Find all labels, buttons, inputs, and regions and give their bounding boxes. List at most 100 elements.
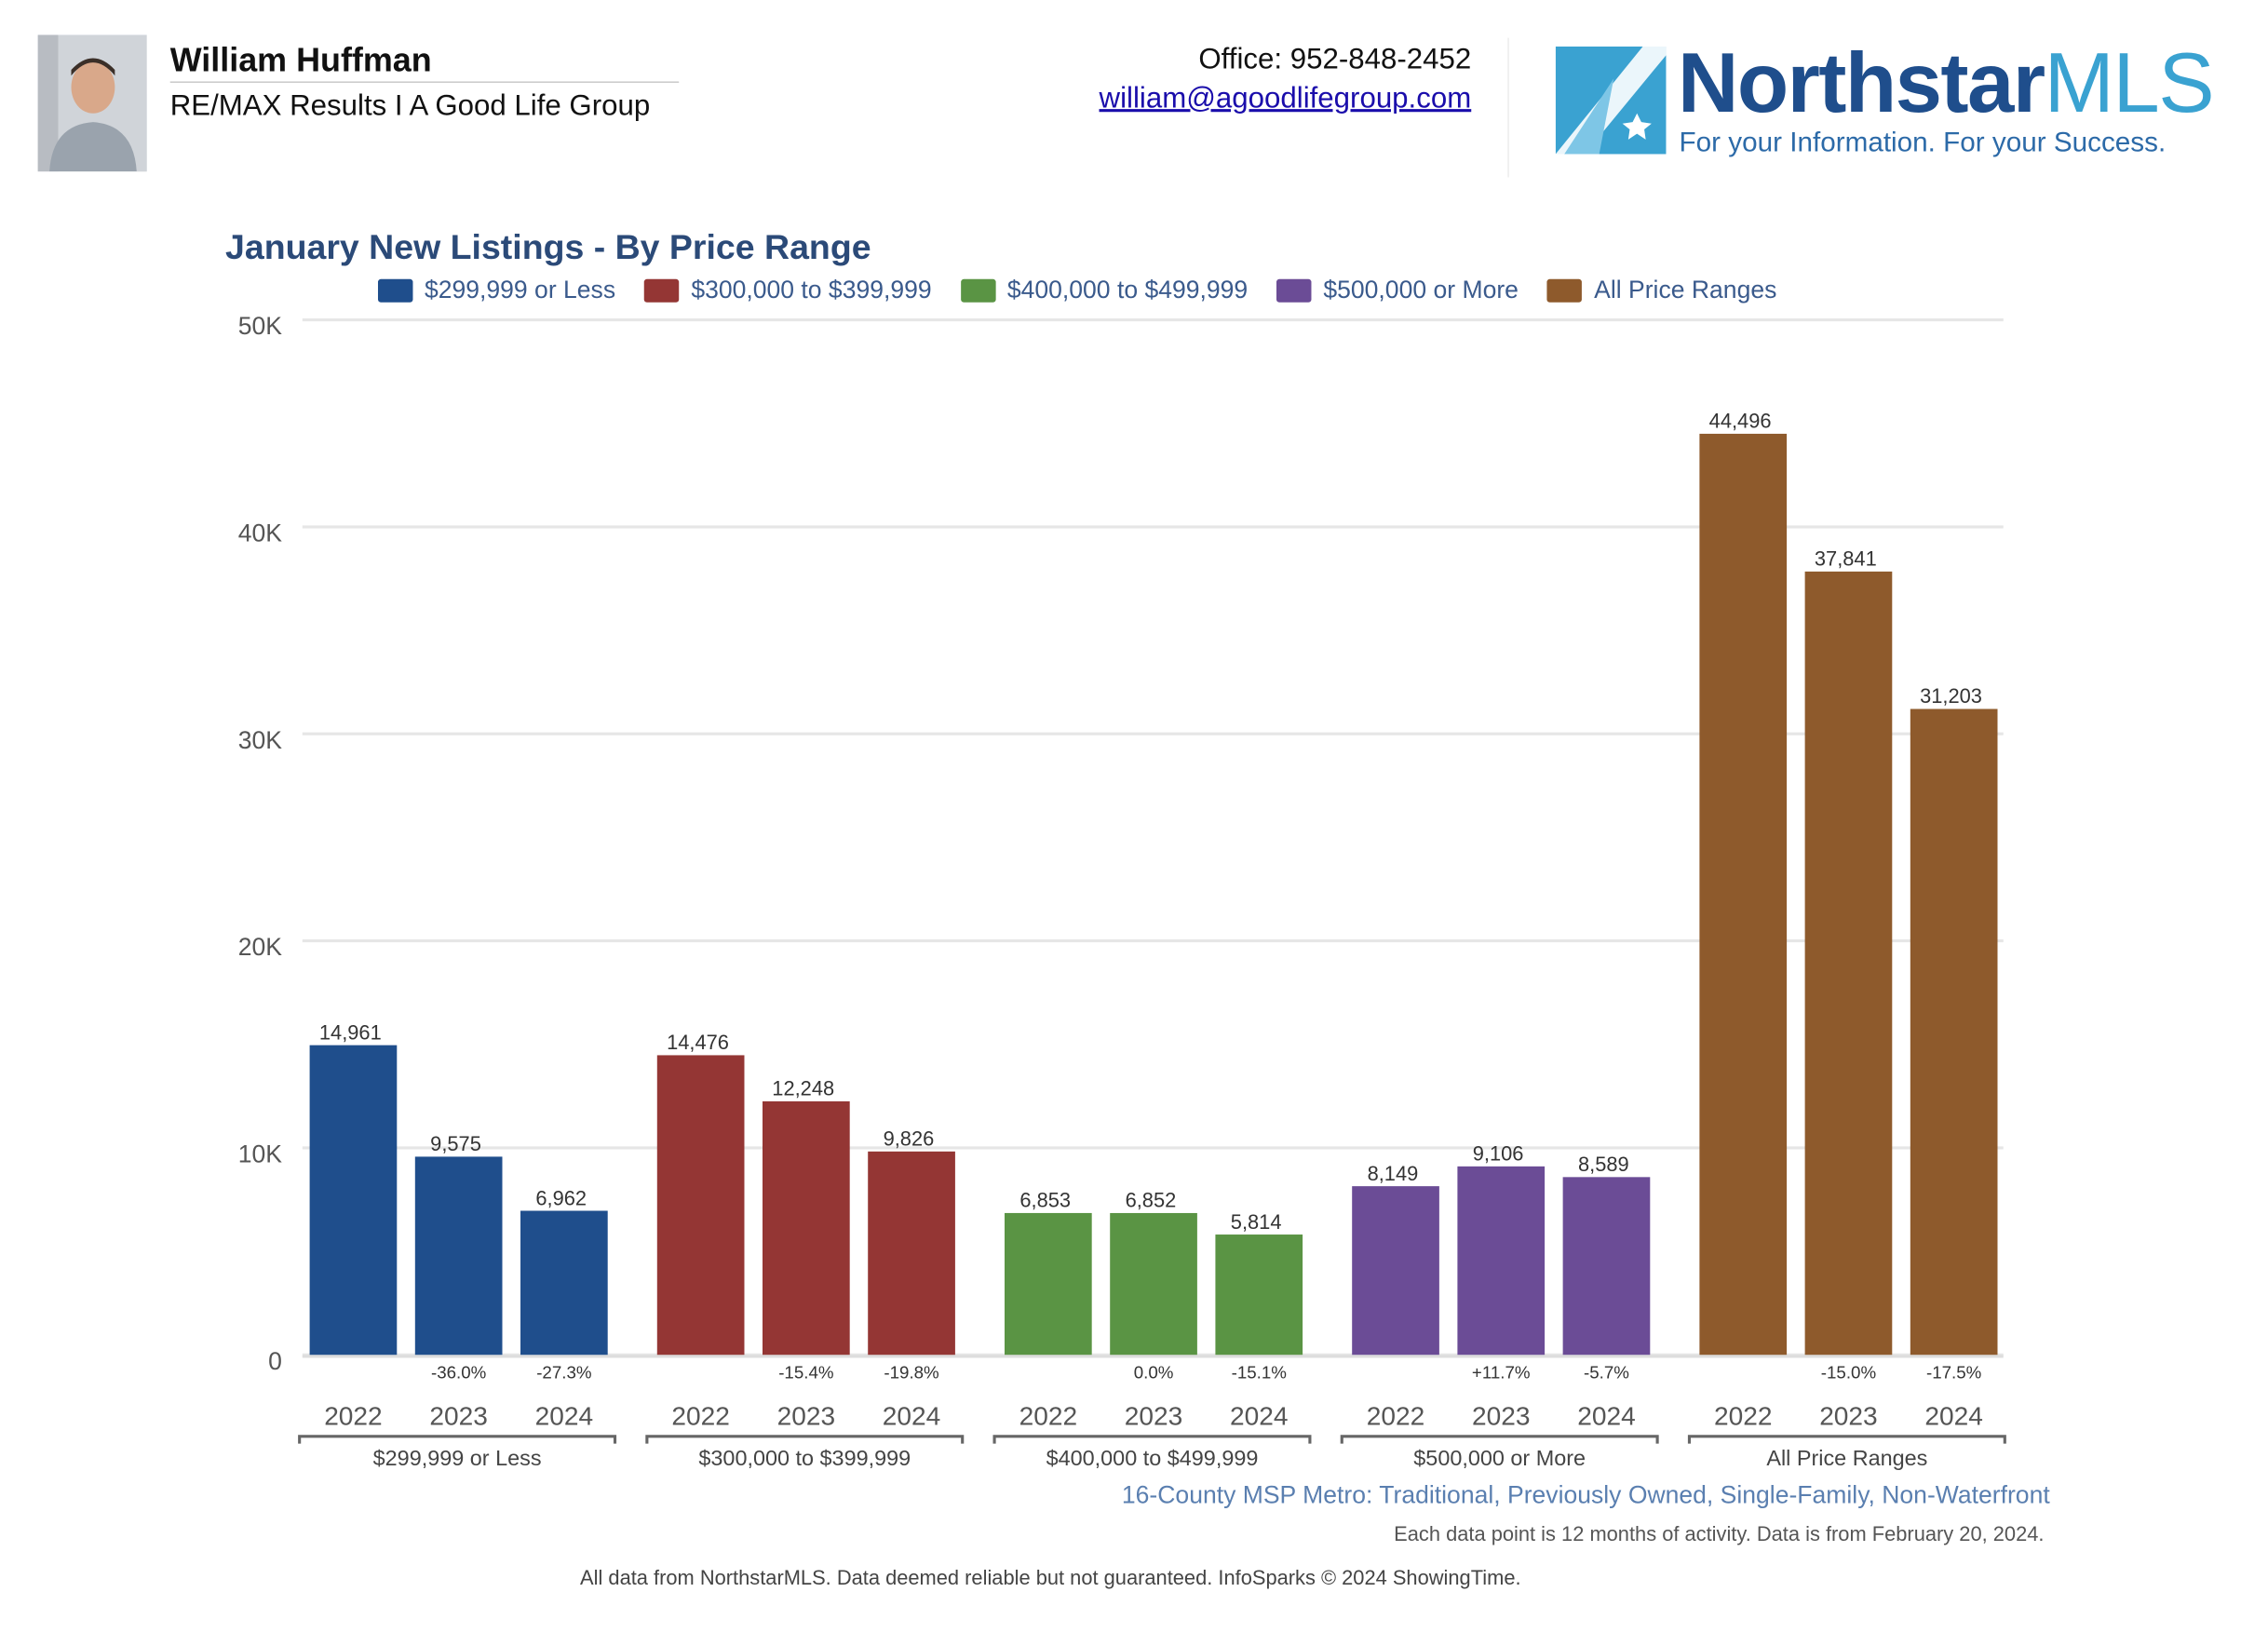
chart-legend: $299,999 or Less $300,000 to $399,999 $400… <box>377 276 1776 305</box>
legend-item: All Price Ranges <box>1547 277 1776 305</box>
legend-item: $300,000 to $399,999 <box>644 276 932 305</box>
legend-item: $299,999 or Less <box>377 276 616 305</box>
x-tick-label: 2024 <box>1577 1401 1636 1430</box>
group-label: All Price Ranges <box>1766 1446 1927 1470</box>
x-tick-label: 2023 <box>429 1401 488 1430</box>
bar <box>1699 433 1788 1356</box>
change-label: -15.0% <box>1821 1362 1876 1382</box>
group-bracket <box>1687 1435 2006 1444</box>
bar <box>1110 1212 1197 1356</box>
change-label: -17.5% <box>1926 1362 1981 1382</box>
data-label: 8,589 <box>1578 1153 1629 1176</box>
data-label: 9,826 <box>884 1127 935 1151</box>
data-label: 6,853 <box>1019 1189 1071 1212</box>
legend-label: $300,000 to $399,999 <box>691 276 932 304</box>
email-link[interactable]: william@agoodlifegroup.com <box>1099 83 1472 115</box>
data-label: 9,575 <box>430 1132 481 1155</box>
change-label: -15.4% <box>778 1362 833 1382</box>
bar <box>1215 1234 1303 1356</box>
logo-tagline: For your Information. For your Success. <box>1679 128 2167 159</box>
bar <box>763 1100 850 1356</box>
bar <box>1910 708 1998 1356</box>
change-label: -36.0% <box>431 1362 486 1382</box>
x-tick-label: 2024 <box>1924 1401 1983 1430</box>
change-label: -15.1% <box>1232 1362 1287 1382</box>
change-label: 0.0% <box>1134 1362 1174 1382</box>
x-tick-label: 2022 <box>1019 1401 1078 1430</box>
legend-label: $500,000 or More <box>1323 276 1519 304</box>
agent-name: William Huffman <box>169 40 432 79</box>
data-label: 6,962 <box>535 1186 587 1209</box>
x-tick-label: 2022 <box>1714 1401 1773 1430</box>
bar <box>868 1151 955 1356</box>
x-tick-label: 2023 <box>777 1401 836 1430</box>
legend-label: $299,999 or Less <box>424 276 616 304</box>
group-label: $300,000 to $399,999 <box>698 1446 911 1470</box>
x-tick-label: 2023 <box>1472 1401 1531 1430</box>
bar <box>1804 571 1893 1356</box>
legend-item: $500,000 or More <box>1276 277 1519 305</box>
group-bracket <box>992 1435 1312 1444</box>
x-tick-label: 2024 <box>535 1401 594 1430</box>
data-label: 12,248 <box>772 1077 834 1100</box>
data-label: 14,961 <box>319 1020 382 1044</box>
change-label: -19.8% <box>884 1362 938 1382</box>
legend-label: All Price Ranges <box>1594 276 1777 304</box>
data-label: 5,814 <box>1231 1210 1282 1234</box>
legend-swatch <box>1276 278 1312 303</box>
legend-swatch <box>1547 278 1583 303</box>
data-label: 37,841 <box>1815 547 1877 571</box>
y-tick-label: 50K <box>238 312 283 340</box>
chart-title: January New Listings - By Price Range <box>225 228 871 268</box>
data-label: 8,149 <box>1368 1162 1419 1185</box>
x-tick-label: 2022 <box>1367 1401 1425 1430</box>
divider <box>169 81 680 84</box>
group-bracket <box>645 1435 965 1444</box>
legend-label: $400,000 to $499,999 <box>1006 276 1249 304</box>
x-tick-label: 2024 <box>883 1401 941 1430</box>
x-tick-label: 2023 <box>1819 1401 1878 1430</box>
group-bracket <box>1340 1435 1659 1444</box>
x-tick-label: 2022 <box>671 1401 730 1430</box>
data-label: 44,496 <box>1709 410 1772 433</box>
y-tick-label: 40K <box>238 519 283 547</box>
change-label: -27.3% <box>536 1362 591 1382</box>
y-tick-label: 20K <box>238 933 283 961</box>
change-label: +11.7% <box>1472 1362 1531 1382</box>
bar <box>1562 1177 1651 1356</box>
office-phone: Office: 952-848-2452 <box>1198 43 1472 76</box>
data-label: 14,476 <box>667 1031 729 1054</box>
footer-disclaimer: All data from NorthstarMLS. Data deemed … <box>580 1565 1521 1589</box>
group-label: $500,000 or More <box>1413 1446 1586 1470</box>
bar <box>520 1210 608 1356</box>
data-label: 31,203 <box>1920 684 1982 708</box>
y-tick-label: 0 <box>268 1347 282 1375</box>
group-bracket <box>298 1435 617 1444</box>
chart-note: Each data point is 12 months of activity… <box>1394 1521 2045 1545</box>
y-tick-label: 10K <box>238 1140 283 1168</box>
legend-swatch <box>644 278 680 303</box>
change-label: -5.7% <box>1584 1362 1629 1382</box>
divider <box>1507 37 1509 178</box>
x-tick-label: 2024 <box>1230 1401 1289 1430</box>
northstar-logo-icon <box>1555 46 1667 155</box>
y-tick-label: 30K <box>238 726 283 754</box>
northstar-logo: NorthstarMLS <box>1677 36 2215 131</box>
group-label: $299,999 or Less <box>373 1446 542 1470</box>
legend-swatch <box>960 278 996 303</box>
data-label: 9,106 <box>1473 1142 1524 1166</box>
bar <box>1004 1212 1092 1356</box>
data-label: 6,852 <box>1126 1189 1177 1212</box>
agent-company: RE/MAX Results I A Good Life Group <box>169 89 651 123</box>
agent-photo <box>37 34 147 172</box>
legend-item: $400,000 to $499,999 <box>960 276 1249 305</box>
x-tick-label: 2023 <box>1125 1401 1183 1430</box>
group-label: $400,000 to $499,999 <box>1046 1446 1259 1470</box>
bar <box>656 1055 745 1356</box>
bar <box>309 1045 398 1356</box>
bar <box>1352 1186 1439 1356</box>
legend-swatch <box>377 278 413 303</box>
bar <box>414 1156 503 1356</box>
